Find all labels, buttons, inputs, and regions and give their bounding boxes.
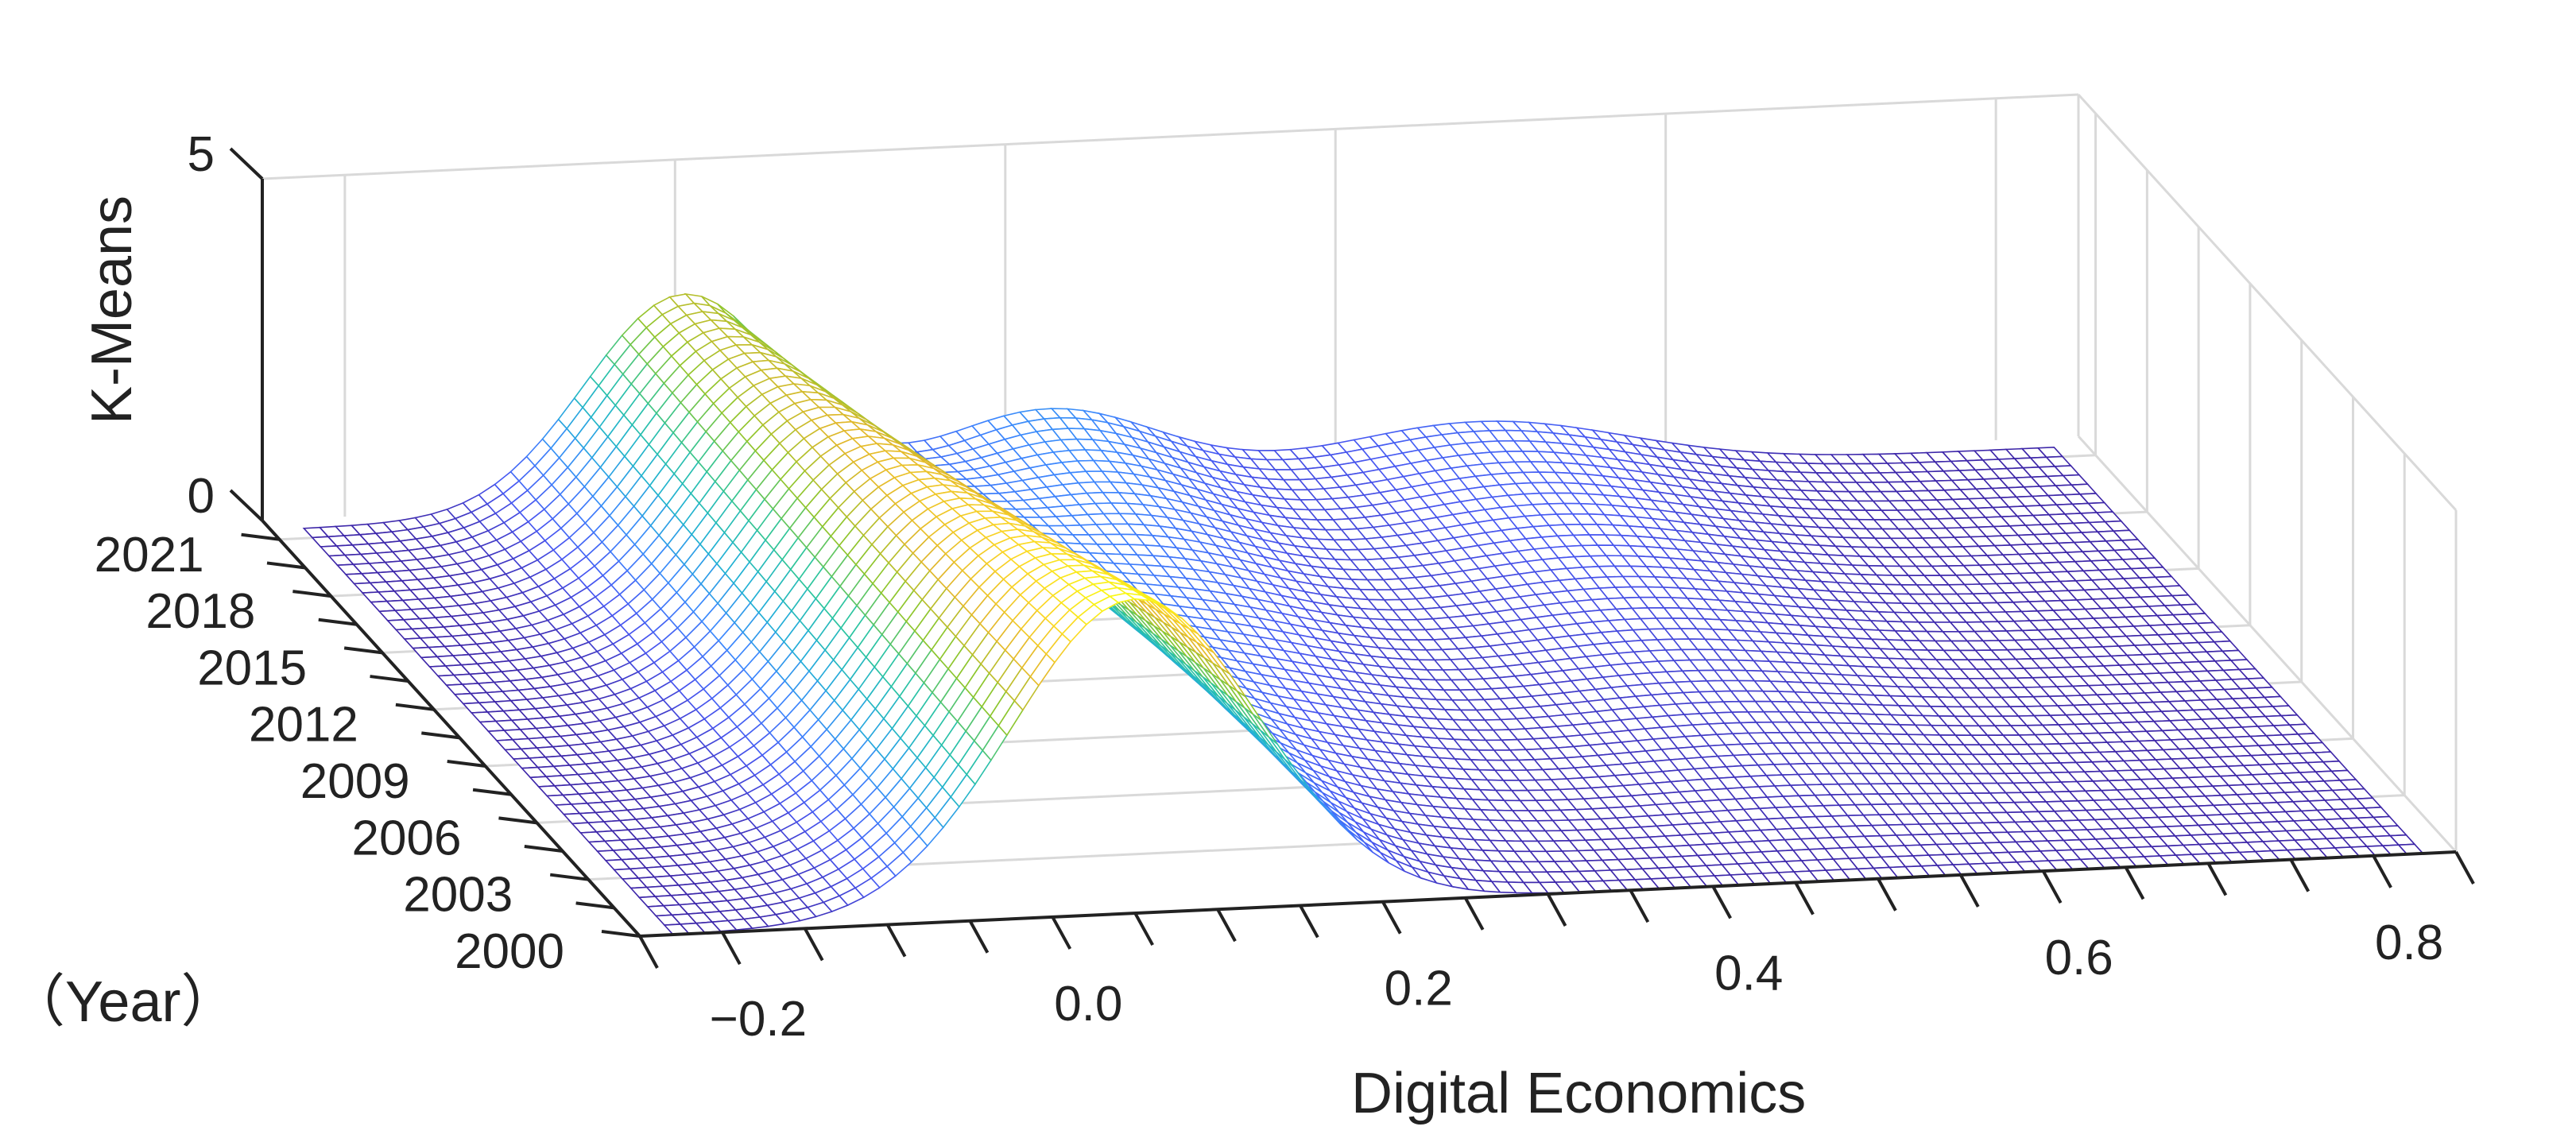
- z-tick: [229, 489, 264, 522]
- x-tick: [1133, 912, 1154, 947]
- z-tick-label: 5: [188, 127, 215, 182]
- x-tick-label: 0.0: [1054, 977, 1122, 1032]
- y-tick-label: 2000: [455, 924, 564, 979]
- x-tick: [803, 927, 824, 962]
- x-tick: [1216, 908, 1237, 943]
- y-tick-label: 2021: [95, 528, 204, 583]
- x-tick: [1877, 877, 1897, 912]
- z-tick-label: 0: [188, 469, 215, 524]
- x-axis-title: Digital Economics: [1351, 1062, 1806, 1125]
- x-tick: [1299, 904, 1319, 939]
- y-tick-label: 2009: [300, 754, 410, 809]
- z-tick: [229, 147, 264, 180]
- y-tick-label: 2006: [352, 811, 462, 865]
- x-tick-label: −0.2: [710, 992, 807, 1047]
- right-top-edge: [2077, 93, 2458, 512]
- x-tick-label: 0.6: [2045, 931, 2113, 985]
- x-tick: [885, 923, 907, 958]
- x-tick: [2206, 862, 2228, 896]
- x-tick: [2454, 851, 2475, 885]
- x-tick: [968, 919, 990, 954]
- z-axis-title: K-Means: [80, 195, 144, 424]
- density-surface: [302, 292, 2425, 935]
- x-tick-label: 0.2: [1385, 962, 1453, 1016]
- x-tick: [1794, 881, 1815, 916]
- y-tick-label: 2015: [197, 641, 307, 695]
- x-tick: [721, 931, 742, 966]
- right-floor-edge: [2077, 435, 2458, 854]
- y-tick-label: 2018: [145, 584, 255, 639]
- y-tick-label: 2012: [249, 698, 358, 753]
- x-tick: [1711, 885, 1732, 919]
- x-tick: [1546, 893, 1567, 927]
- x-tick: [2289, 858, 2311, 892]
- x-tick: [1463, 896, 1485, 931]
- y-axis-title: （Year）: [8, 970, 238, 1034]
- back-top-edge: [261, 93, 2079, 180]
- x-tick: [2041, 870, 2063, 904]
- x-tick: [1051, 916, 1072, 950]
- x-tick: [638, 935, 659, 969]
- x-tick-label: 0.4: [1714, 946, 1783, 1001]
- x-tick: [1381, 900, 1402, 935]
- x-tick: [1959, 873, 1980, 908]
- x-tick: [1629, 889, 1650, 923]
- x-tick: [2372, 854, 2392, 888]
- y-tick-label: 2003: [403, 868, 513, 923]
- x-tick: [2124, 866, 2145, 900]
- x-tick-label: 0.8: [2375, 916, 2443, 970]
